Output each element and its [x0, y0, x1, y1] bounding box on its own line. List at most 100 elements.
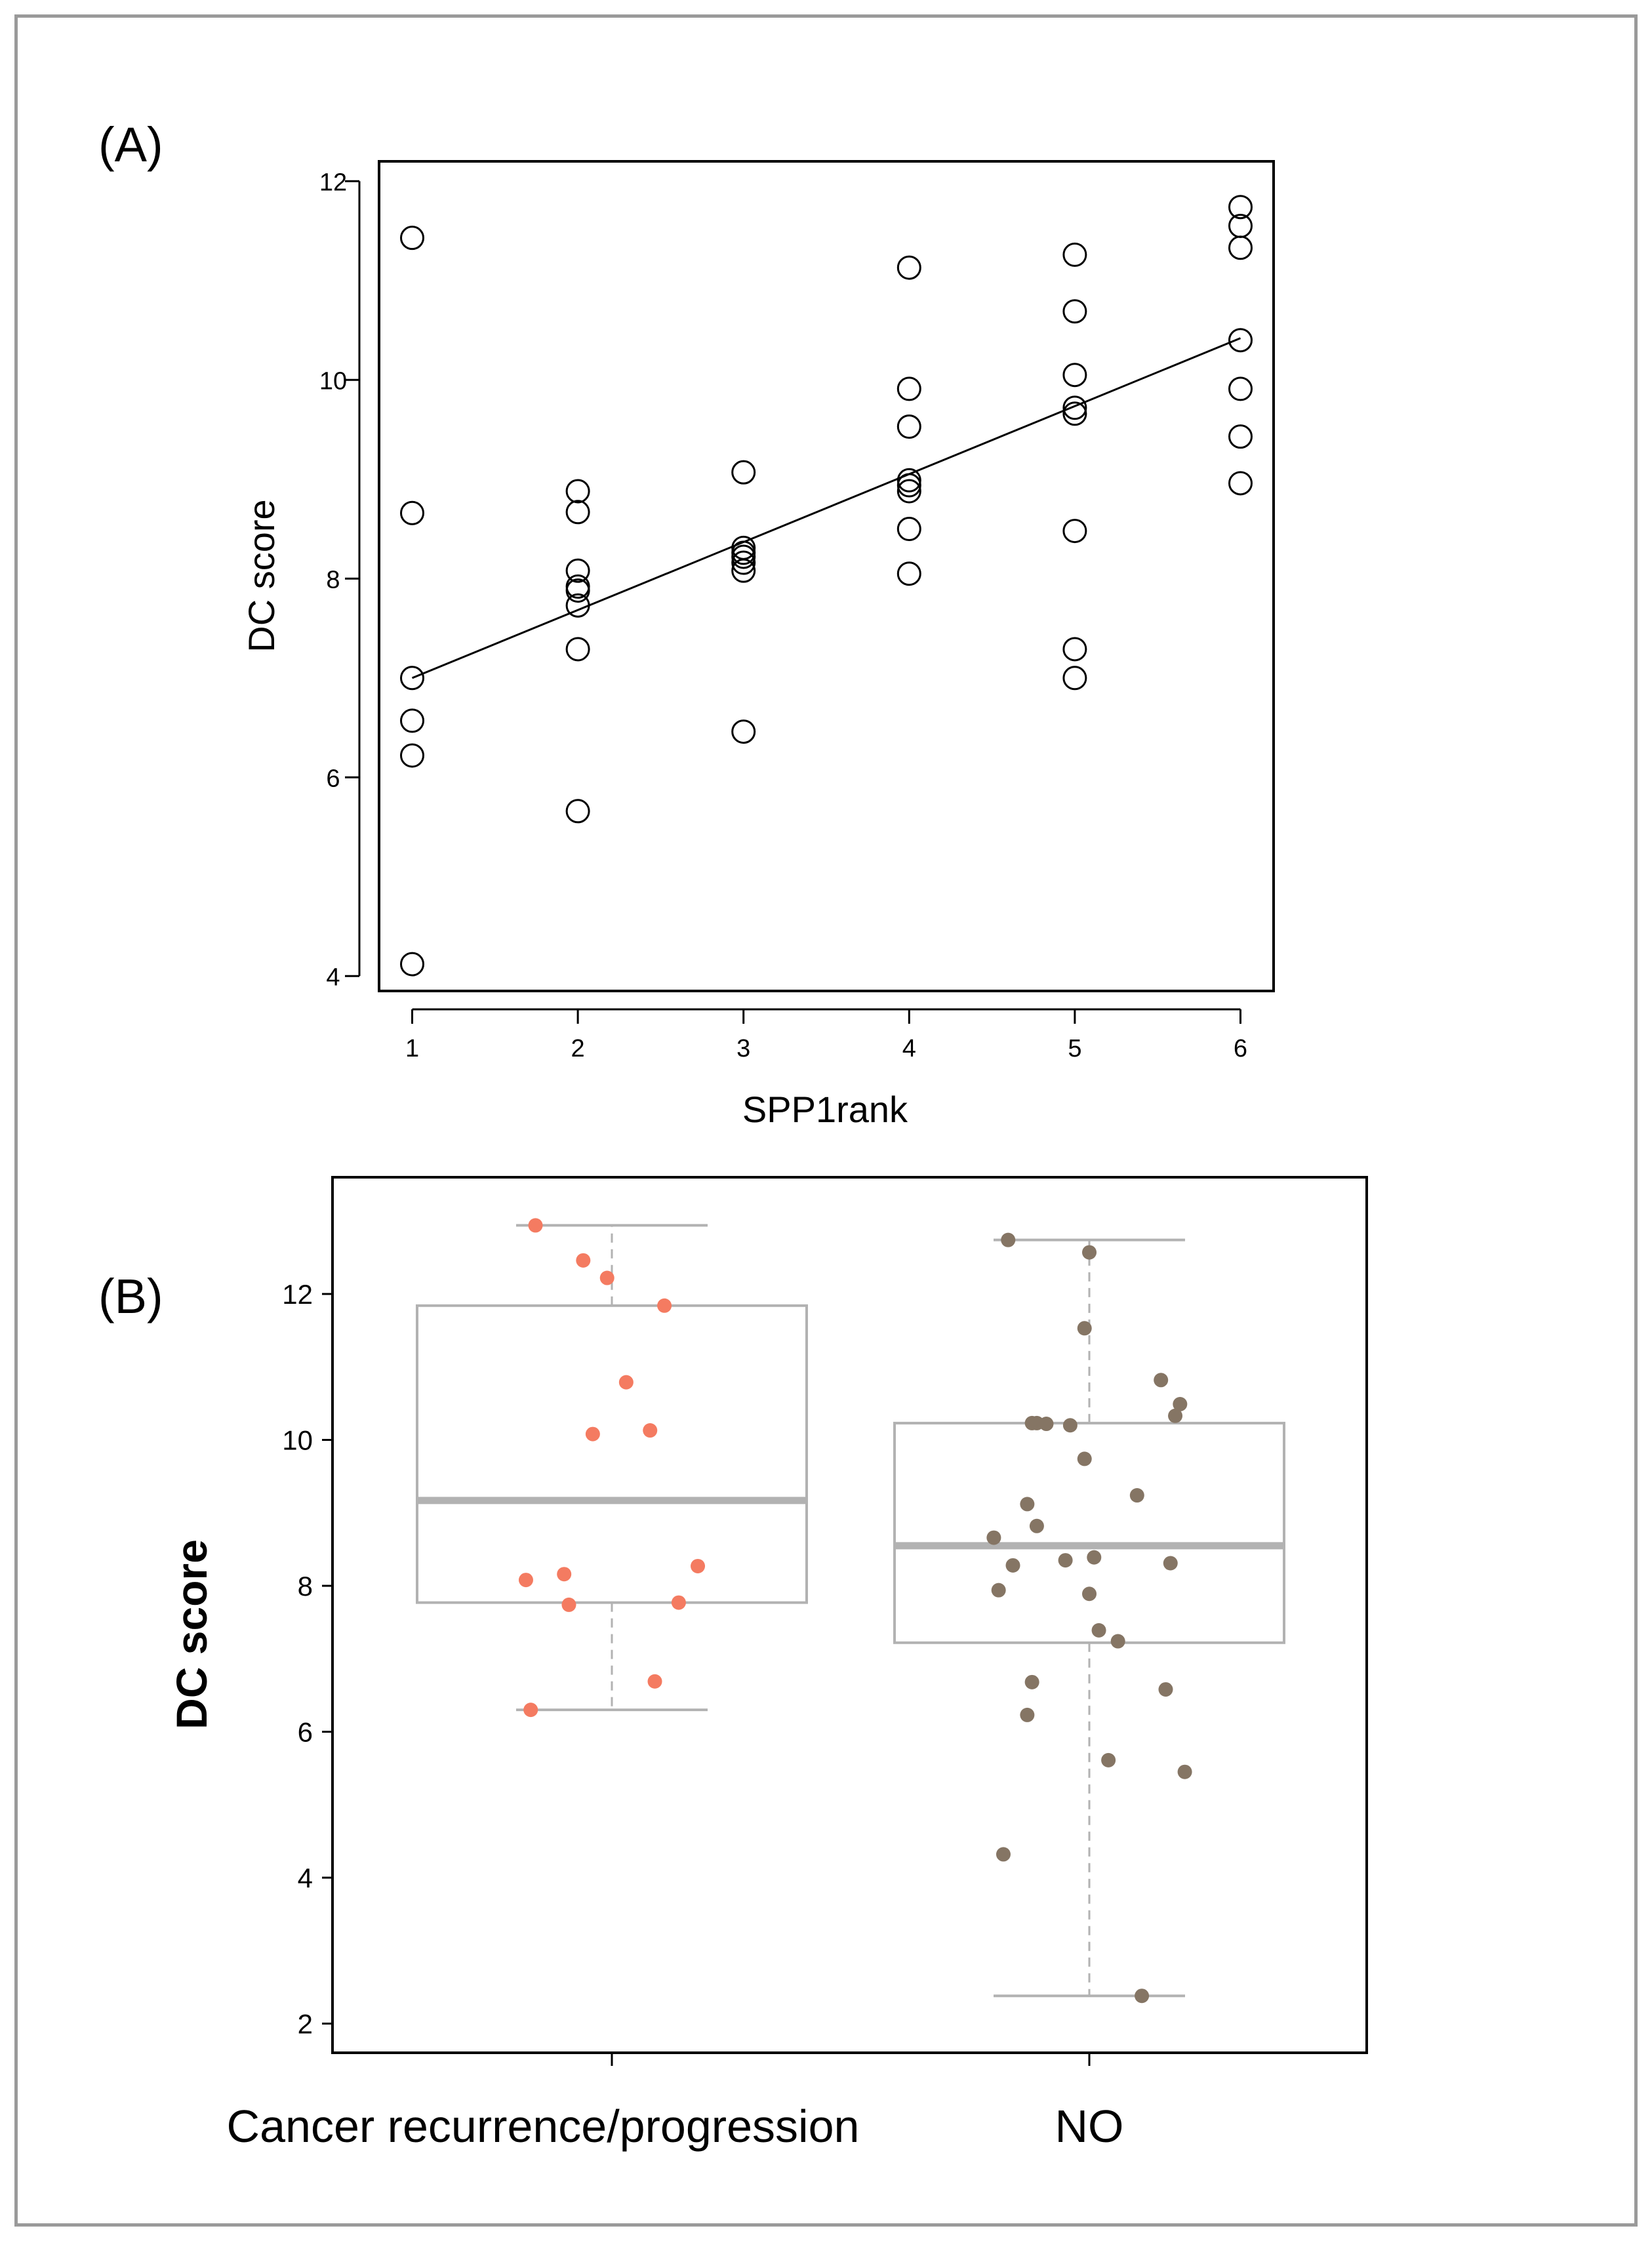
- panel-a-plot-box: [378, 160, 1275, 992]
- panel-b-plot-box: [331, 1176, 1368, 2054]
- data-point: [731, 558, 756, 583]
- jitter-point: [647, 1674, 662, 1689]
- data-point: [1062, 363, 1087, 388]
- data-point: [565, 637, 590, 662]
- y-tick-label: 12: [282, 1279, 313, 1310]
- panel-b-label: (B): [98, 1269, 163, 1323]
- data-point: [1228, 471, 1253, 496]
- jitter-point: [1020, 1707, 1035, 1722]
- data-point: [1062, 395, 1087, 420]
- data-point: [897, 479, 921, 504]
- jitter-point: [1077, 1321, 1092, 1336]
- jitter-point: [1177, 1764, 1192, 1779]
- box-iqr: [416, 1304, 808, 1604]
- jitter-point: [1163, 1556, 1178, 1571]
- x-tick-label: 1: [405, 1035, 419, 1062]
- panel-a-x-axis: 1 2 3 4 5 6: [405, 1008, 1247, 1062]
- jitter-point: [557, 1567, 572, 1582]
- y-tick-label: 10: [319, 367, 347, 395]
- data-point: [400, 666, 425, 691]
- jitter-point: [1062, 1418, 1078, 1433]
- jitter-point: [1154, 1373, 1169, 1388]
- data-point: [1062, 242, 1087, 267]
- data-point: [1228, 424, 1253, 449]
- jitter-point: [599, 1270, 614, 1285]
- data-point: [565, 593, 590, 618]
- data-point: [400, 952, 425, 977]
- jitter-point: [585, 1426, 600, 1442]
- data-point: [897, 376, 921, 401]
- data-point: [731, 550, 756, 575]
- jitter-point: [991, 1583, 1006, 1598]
- x-tick-label: 3: [736, 1035, 750, 1062]
- y-tick-label: 2: [298, 2009, 313, 2040]
- panel-b-x-axis: [611, 2053, 1091, 2066]
- data-point: [1062, 299, 1087, 324]
- jitter-point: [1039, 1417, 1054, 1432]
- jitter-point: [528, 1218, 543, 1233]
- data-point: [1062, 401, 1087, 426]
- data-point: [731, 719, 756, 744]
- data-point: [1228, 195, 1253, 220]
- y-tick-label: 4: [326, 963, 340, 991]
- jitter-point: [523, 1703, 538, 1718]
- jitter-point: [1058, 1553, 1073, 1568]
- y-tick-label: 8: [298, 1571, 313, 1602]
- jitter-point: [671, 1595, 686, 1610]
- data-point: [897, 468, 921, 493]
- y-tick-label: 8: [326, 566, 340, 594]
- jitter-point: [1005, 1558, 1020, 1573]
- data-point: [400, 708, 425, 733]
- jitter-point: [986, 1530, 1001, 1545]
- jitter-point: [1091, 1623, 1106, 1638]
- jitter-point: [643, 1423, 658, 1438]
- jitter-point: [1101, 1752, 1116, 1767]
- data-point: [565, 479, 590, 504]
- panel-b-points: [518, 1218, 1192, 2004]
- data-point: [1062, 637, 1087, 662]
- regression-line: [411, 337, 1241, 679]
- data-point: [1228, 328, 1253, 353]
- jitter-point: [518, 1573, 533, 1588]
- panel-b-boxes: [416, 1224, 1285, 1998]
- category-label-no: NO: [1055, 2101, 1124, 2152]
- data-point: [897, 561, 921, 586]
- panel-a-y-axis: 4 6 8 10 12: [319, 169, 361, 991]
- data-point: [897, 255, 921, 280]
- data-point: [1062, 519, 1087, 544]
- jitter-point: [1029, 1518, 1044, 1533]
- jitter-point: [618, 1375, 634, 1390]
- x-tick-label: 6: [1234, 1035, 1247, 1062]
- y-tick-label: 6: [326, 765, 340, 792]
- panel-b-y-axis: 2 4 6 8 10 12: [282, 1279, 332, 2040]
- data-point: [400, 743, 425, 768]
- jitter-point: [996, 1847, 1011, 1862]
- jitter-point: [1173, 1396, 1188, 1411]
- jitter-point: [1077, 1451, 1092, 1466]
- category-label-recurrence: Cancer recurrence/progression: [227, 2101, 860, 2152]
- jitter-point: [1158, 1682, 1173, 1697]
- jitter-point: [561, 1597, 576, 1612]
- jitter-point: [1020, 1497, 1035, 1512]
- x-tick-label: 2: [571, 1035, 585, 1062]
- panel-b-y-label: DC score: [167, 1539, 216, 1729]
- data-point: [897, 517, 921, 542]
- panel-a-x-label: SPP1rank: [742, 1089, 908, 1130]
- data-point: [565, 578, 590, 603]
- jitter-point: [576, 1253, 591, 1268]
- data-point: [400, 500, 425, 525]
- jitter-point: [1082, 1586, 1097, 1602]
- x-tick-label: 4: [902, 1035, 916, 1062]
- data-point: [897, 414, 921, 439]
- data-point: [1228, 376, 1253, 401]
- data-point: [400, 226, 425, 251]
- jitter-point: [657, 1298, 672, 1313]
- data-point: [565, 558, 590, 583]
- panel-a-y-label: DC score: [241, 499, 282, 652]
- data-point: [1062, 666, 1087, 691]
- x-tick-label: 5: [1068, 1035, 1081, 1062]
- data-point: [565, 500, 590, 525]
- jitter-point: [1087, 1550, 1102, 1565]
